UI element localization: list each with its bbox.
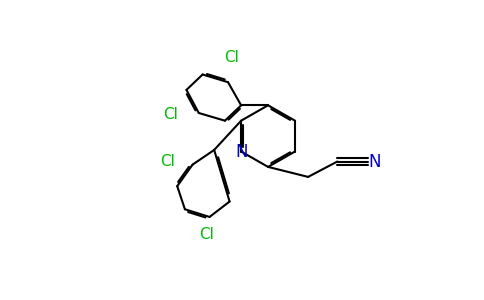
Text: Cl: Cl — [199, 227, 214, 242]
Text: Cl: Cl — [161, 154, 175, 169]
Text: N: N — [369, 152, 381, 170]
Text: Cl: Cl — [224, 50, 239, 65]
Text: N: N — [236, 143, 248, 161]
Text: Cl: Cl — [164, 107, 179, 122]
